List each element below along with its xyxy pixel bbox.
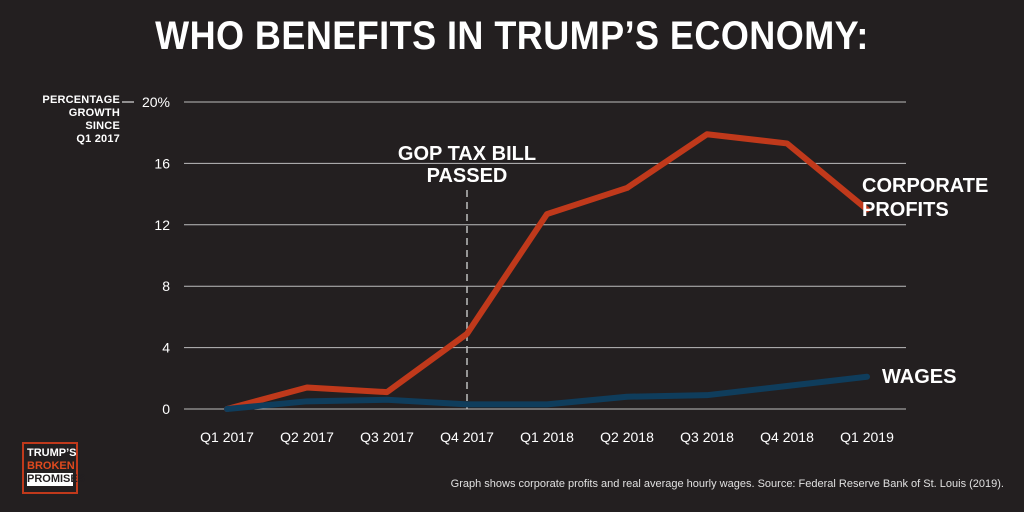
- profits-series-line: [224, 131, 870, 412]
- y-axis-label-line: GROWTH SINCE: [68, 107, 120, 132]
- logo-line: BROKEN: [27, 460, 75, 472]
- logo-line: TRUMP’S: [27, 447, 77, 459]
- x-tick-label: Q4 2018: [760, 429, 814, 445]
- x-tick-label: Q1 2019: [840, 429, 894, 445]
- x-tick-label: Q2 2018: [600, 429, 654, 445]
- x-tick-label: Q3 2017: [360, 429, 414, 445]
- y-axis-label-line: PERCENTAGE: [42, 94, 120, 106]
- y-tick-label: 16: [154, 155, 170, 171]
- y-tick-label: 12: [154, 217, 170, 233]
- event-annotation-line: GOP TAX BILL: [398, 143, 536, 165]
- y-tick-label: 8: [162, 278, 170, 294]
- source-note: Graph shows corporate profits and real a…: [450, 478, 1004, 490]
- profits-series-label: PROFITS: [862, 199, 949, 221]
- chart-title: WHO BENEFITS IN TRUMP’S ECONOMY:: [155, 14, 869, 58]
- x-tick-label: Q2 2017: [280, 429, 334, 445]
- y-tick-label: 20%: [142, 94, 170, 110]
- profits-series-label: CORPORATE: [862, 175, 988, 197]
- x-tick-label: Q1 2017: [200, 429, 254, 445]
- y-axis-label-line: Q1 2017: [76, 133, 120, 145]
- brand-logo: TRUMP’S BROKEN PROMISES: [22, 442, 86, 494]
- x-tick-label: Q4 2017: [440, 429, 494, 445]
- x-tick-label: Q3 2018: [680, 429, 734, 445]
- y-tick-label: 4: [162, 340, 170, 356]
- y-axis-label: PERCENTAGE GROWTH SINCE Q1 2017: [40, 94, 120, 146]
- event-annotation-line: PASSED: [427, 165, 508, 187]
- y-tick-label: 0: [162, 401, 170, 417]
- wages-series-label: WAGES: [882, 366, 956, 388]
- logo-line: PROMISES: [27, 473, 86, 486]
- x-tick-label: Q1 2018: [520, 429, 574, 445]
- wages-series-line: [224, 373, 870, 412]
